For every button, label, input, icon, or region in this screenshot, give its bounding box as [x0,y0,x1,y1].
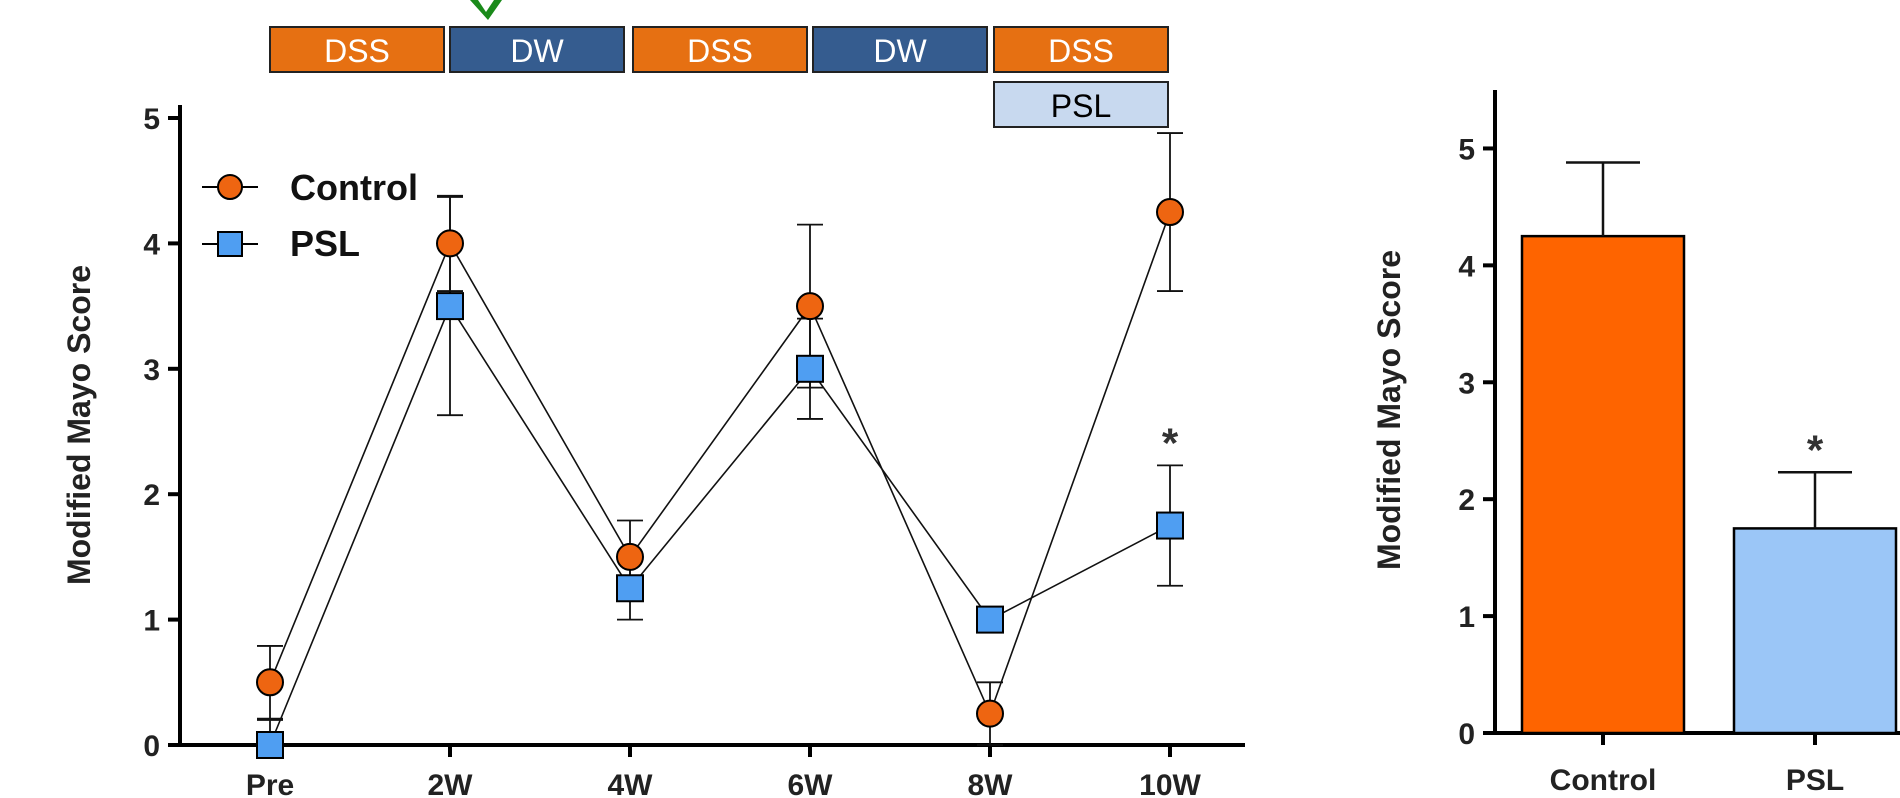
cropped-title-fragment [470,0,502,20]
significance-marker: * [1162,419,1179,466]
line-chart-x-tick-label: 10W [1139,769,1201,798]
bar-chart-x-tick-label: PSL [1786,764,1844,797]
bar-chart-y-axis-title: Modified Mayo Score [1371,250,1407,570]
phase-label-dss-1: DSS [324,33,390,69]
point-psl [1156,511,1184,540]
line-chart-x-ticks: Pre 2W 4W 6W 8W 10W [246,745,1202,798]
line-series-control [269,211,1171,716]
bar-chart-y-tick-label: 1 [1458,601,1475,634]
point-control [256,668,284,697]
bar-chart-x-tick-label: Control [1550,764,1657,797]
legend-control-label: Control [290,167,418,208]
point-control [616,542,644,571]
line-chart-y-ticks: 0 1 2 3 4 5 [143,103,180,763]
line-series-psl [269,304,1171,746]
bar-chart-error-bars [1566,161,1852,529]
phase-label-dw-1: DW [510,33,564,69]
bar-psl [1732,527,1898,735]
bar-chart-bars [1520,234,1898,735]
line-chart-legend: Control PSL [202,167,418,264]
point-psl [616,574,644,603]
bar-chart-x-ticks: Control PSL [1550,733,1844,797]
bar-chart: Modified Mayo Score 0 1 2 3 4 5 Control PSL * [1371,90,1900,797]
bar-significance-marker: * [1807,426,1824,473]
line-chart-x-tick-label: 2W [428,769,474,798]
point-psl [976,605,1004,634]
line-chart-axes [178,105,1245,747]
phase-label-dss-2: DSS [687,33,753,69]
point-psl [796,354,824,383]
line-chart-x-tick-label: 4W [608,769,654,798]
line-chart-y-tick-label: 5 [143,103,160,136]
timeline: DSS DW DSS DW DSS PSL [269,26,1169,128]
line-chart-y-tick-label: 3 [143,354,160,387]
line-chart-x-tick-label: 6W [788,769,834,798]
point-control [436,229,464,258]
phase-box-dss-1 [269,26,445,73]
treatment-box-psl [993,81,1169,128]
legend-control-marker [217,174,243,200]
bar-chart-y-tick-label: 0 [1458,718,1475,751]
line-chart-y-axis-title: Modified Mayo Score [61,265,97,585]
phase-box-dss-2 [632,26,808,73]
bar-chart-y-tick-label: 5 [1458,133,1475,166]
point-psl [256,731,284,759]
line-chart-y-tick-label: 4 [143,228,160,261]
phase-box-dw-1 [449,26,625,73]
legend-psl-marker [217,231,243,257]
bar-chart-y-ticks: 0 1 2 3 4 5 [1458,133,1495,751]
bar-chart-y-tick-label: 3 [1458,367,1475,400]
point-control [796,292,824,321]
line-chart-x-tick-label: 8W [968,769,1014,798]
legend-psl-label: PSL [290,223,360,264]
bar-chart-annotations: * [1807,426,1824,473]
bar-control [1520,234,1686,735]
line-chart-y-tick-label: 1 [143,605,160,638]
treatment-label-psl: PSL [1051,88,1111,124]
line-chart-series-lines [269,211,1171,746]
line-chart-y-tick-label: 2 [143,479,160,512]
line-chart: Modified Mayo Score 0 1 2 3 4 5 Pre 2W 4W 6W 8W 10… [61,103,1245,798]
point-control [1156,198,1184,227]
line-chart-x-tick-label: Pre [246,769,294,798]
bar-chart-y-tick-label: 4 [1458,250,1475,283]
point-psl [436,292,464,321]
point-control [976,699,1004,728]
phase-box-dss-3 [993,26,1169,73]
phase-label-dss-3: DSS [1048,33,1114,69]
line-chart-y-tick-label: 0 [143,730,160,763]
phase-label-dw-2: DW [873,33,927,69]
phase-box-dw-2 [812,26,988,73]
line-chart-annotations: * [1162,419,1179,466]
line-chart-markers [256,198,1184,759]
bar-chart-y-tick-label: 2 [1458,484,1475,517]
